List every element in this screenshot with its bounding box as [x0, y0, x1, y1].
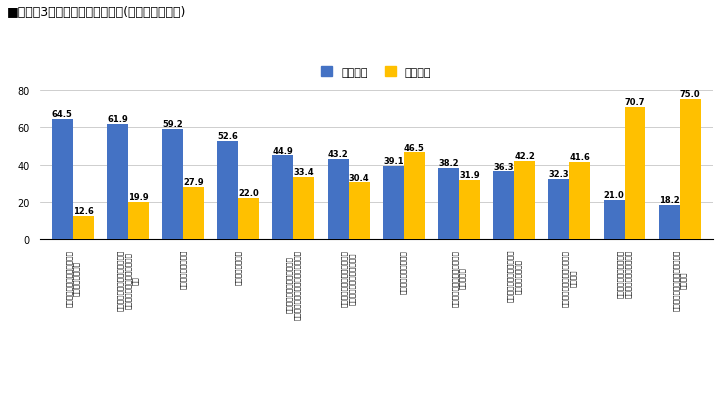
Text: 36.3: 36.3 — [493, 162, 514, 171]
Bar — [348, 183, 369, 240]
Bar — [404, 153, 425, 240]
Text: 64.5: 64.5 — [52, 110, 73, 119]
Text: 22.0: 22.0 — [238, 189, 259, 198]
Bar — [73, 216, 94, 240]
Text: 59.2: 59.2 — [162, 120, 183, 128]
Bar — [624, 108, 646, 240]
Bar — [107, 124, 128, 240]
Text: 46.5: 46.5 — [404, 143, 425, 152]
Bar — [294, 178, 315, 240]
Bar — [438, 169, 459, 240]
Bar — [659, 206, 680, 240]
Bar — [217, 142, 238, 240]
Bar — [603, 201, 624, 240]
Bar — [272, 156, 294, 240]
Text: 19.9: 19.9 — [128, 192, 149, 202]
Text: 21.0: 21.0 — [603, 191, 624, 199]
Bar — [383, 167, 404, 240]
Text: 39.1: 39.1 — [383, 157, 404, 166]
Text: 75.0: 75.0 — [680, 90, 701, 99]
Text: 38.2: 38.2 — [438, 159, 459, 168]
Text: 30.4: 30.4 — [348, 173, 369, 182]
Text: 43.2: 43.2 — [328, 150, 348, 158]
Text: 27.9: 27.9 — [184, 178, 204, 187]
Bar — [328, 159, 348, 240]
Text: 18.2: 18.2 — [659, 196, 680, 205]
Legend: 関心あり, 関心なし: 関心あり, 関心なし — [318, 64, 434, 81]
Bar — [183, 188, 204, 240]
Bar — [52, 120, 73, 240]
Bar — [162, 130, 183, 240]
Text: ■グラフ3　住まいの関心の有無(平屋選択者のみ): ■グラフ3 住まいの関心の有無(平屋選択者のみ) — [7, 6, 186, 19]
Bar — [514, 161, 535, 240]
Text: 52.6: 52.6 — [217, 132, 238, 141]
Text: 61.9: 61.9 — [107, 114, 127, 123]
Text: 31.9: 31.9 — [459, 170, 480, 179]
Text: 12.6: 12.6 — [73, 206, 94, 215]
Text: 70.7: 70.7 — [625, 98, 645, 107]
Bar — [459, 180, 480, 240]
Text: 32.3: 32.3 — [549, 170, 569, 178]
Bar — [570, 162, 590, 240]
Text: 33.4: 33.4 — [294, 168, 314, 176]
Bar — [238, 199, 259, 240]
Bar — [680, 100, 701, 240]
Text: 44.9: 44.9 — [273, 146, 293, 155]
Bar — [549, 180, 570, 240]
Text: 42.2: 42.2 — [514, 151, 535, 160]
Bar — [493, 172, 514, 240]
Bar — [128, 202, 149, 240]
Text: 41.6: 41.6 — [570, 152, 590, 161]
